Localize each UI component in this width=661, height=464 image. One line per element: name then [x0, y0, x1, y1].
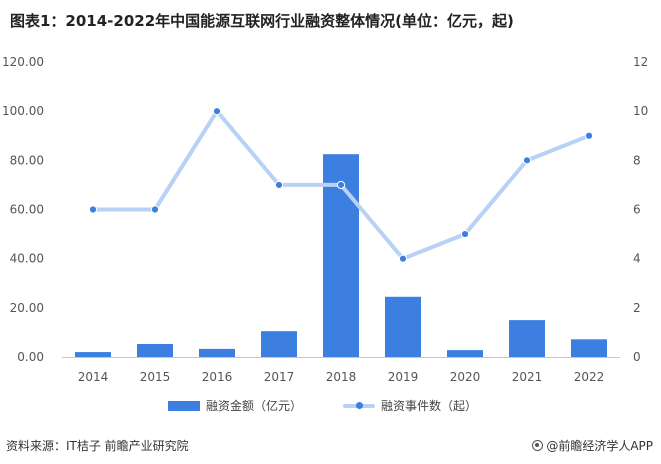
y-right-tick-label: 8	[633, 153, 641, 167]
y-right-tick-label: 0	[633, 350, 641, 364]
bar	[509, 320, 545, 357]
x-tick-label: 2020	[450, 370, 481, 384]
x-tick-label: 2016	[202, 370, 233, 384]
bar	[137, 343, 173, 357]
y-right-tick-label: 10	[633, 104, 648, 118]
y-left-tick-label: 120.00	[2, 55, 44, 69]
x-tick-label: 2017	[264, 370, 295, 384]
legend-item-events: 融资事件数（起）	[343, 397, 477, 414]
legend-bar-swatch	[168, 400, 200, 411]
line-point	[522, 156, 532, 165]
bar	[571, 339, 607, 357]
x-tick-label: 2021	[512, 370, 543, 384]
line-point	[398, 254, 408, 263]
source-note: 资料来源：IT桔子 前瞻产业研究院	[6, 439, 189, 453]
legend: 融资金额（亿元） 融资事件数（起）	[0, 397, 661, 419]
x-tick-label: 2019	[388, 370, 419, 384]
x-tick-label: 2022	[574, 370, 605, 384]
x-tick-label: 2015	[140, 370, 171, 384]
line-point	[88, 205, 98, 214]
y-right-tick-label: 2	[633, 301, 641, 315]
line-point	[336, 180, 346, 190]
legend-item-amount: 融资金额（亿元）	[168, 397, 302, 414]
line-point	[150, 205, 160, 214]
x-tick-label: 2014	[78, 370, 109, 384]
y-right-tick-label: 4	[633, 252, 641, 266]
bar	[385, 296, 421, 357]
y-left-tick-label: 80.00	[10, 153, 44, 167]
line-point	[584, 131, 594, 140]
y-right-tick-label: 6	[633, 203, 641, 217]
brand-text: @前瞻经济学人APP	[546, 439, 653, 453]
legend-label-amount: 融资金额（亿元）	[206, 399, 303, 413]
bar	[261, 331, 297, 357]
legend-line-swatch	[343, 401, 375, 409]
legend-label-events: 融资事件数（起）	[381, 399, 478, 413]
y-left-tick-label: 100.00	[2, 104, 44, 118]
brand-icon	[532, 440, 544, 451]
y-left-tick-label: 40.00	[10, 252, 44, 266]
bar	[75, 352, 111, 357]
y-right-tick-label: 12	[633, 55, 648, 69]
line-point	[274, 180, 284, 190]
line-point	[460, 229, 470, 239]
bar	[447, 350, 483, 357]
y-left-tick-label: 20.00	[10, 301, 44, 315]
line-point	[212, 107, 222, 116]
bar	[199, 348, 235, 357]
brand-watermark: @前瞻经济学人APP	[532, 437, 653, 454]
y-left-tick-label: 0.00	[17, 350, 44, 364]
y-left-tick-label: 60.00	[10, 203, 44, 217]
x-tick-label: 2018	[326, 370, 357, 384]
chart-title: 图表1：2014-2022年中国能源互联网行业融资整体情况(单位：亿元，起)	[10, 12, 514, 30]
